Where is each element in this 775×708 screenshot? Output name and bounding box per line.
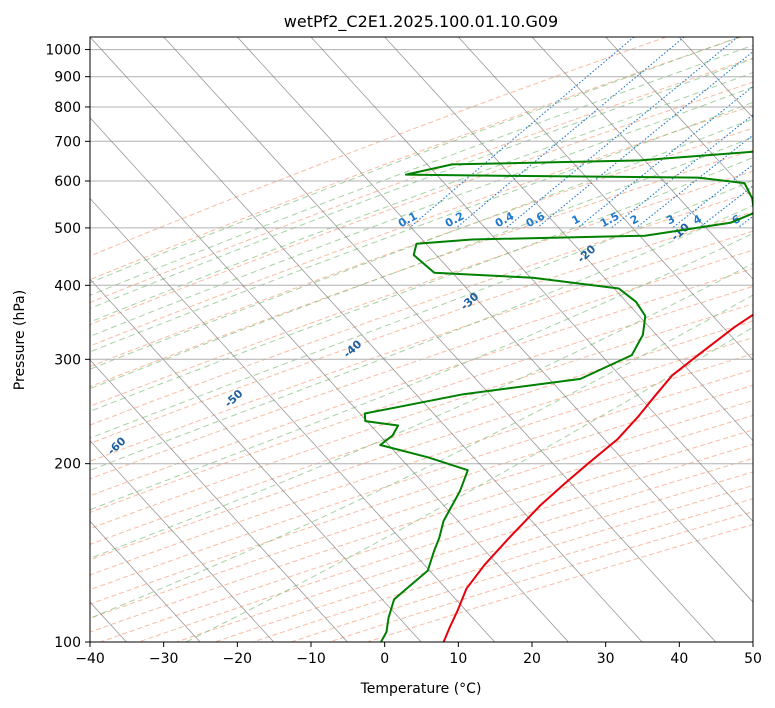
- y-tick-label: 800: [54, 100, 81, 116]
- dewpoint-profile: [363, 150, 753, 642]
- moist-adiabat-line: [90, 71, 753, 323]
- y-tick-label: 400: [54, 278, 81, 294]
- isotherm-line: [90, 117, 569, 642]
- temperature-profile: [442, 313, 753, 642]
- moist-adiabat-line: [90, 204, 753, 471]
- isotherm-line: [90, 197, 495, 642]
- x-tick-label: 10: [449, 651, 467, 667]
- dry-adiabat-line: [100, 429, 753, 642]
- isotherm-line: [384, 37, 753, 442]
- x-tick-label: −30: [149, 651, 179, 667]
- x-tick-label: 30: [597, 651, 615, 667]
- plot-frame: [89, 36, 754, 643]
- dry-adiabat-line: [90, 267, 753, 497]
- x-tick-label: 40: [670, 651, 688, 667]
- isotherm-line: [90, 278, 422, 642]
- x-tick-label: −10: [296, 651, 326, 667]
- x-tick-label: 50: [744, 651, 762, 667]
- isotherm-line: [90, 37, 643, 642]
- y-tick-label: 1000: [45, 43, 81, 59]
- isotherm-line: [605, 37, 753, 200]
- moist-adiabat-line: [90, 37, 740, 284]
- y-axis-label: Pressure (hPa): [12, 290, 28, 390]
- skewed-isotherms: [90, 37, 753, 642]
- dry-adiabat-line: [90, 149, 753, 388]
- y-tick-label: 300: [54, 352, 81, 368]
- isotherm-line: [458, 37, 753, 361]
- dry-adiabat-line: [90, 191, 753, 426]
- mixing-ratio-line: [505, 37, 739, 229]
- profiles: [363, 150, 753, 642]
- mixing-ratio-line: [577, 85, 753, 229]
- dry-adiabat-line: [90, 400, 753, 619]
- dry-adiabat-line: [90, 230, 753, 462]
- plot-area: 0.10.20.40.611.52346810131620253036-100-…: [90, 37, 753, 642]
- moist-adiabat-line: [90, 44, 753, 296]
- dry-adiabats: [90, 37, 753, 642]
- isotherm-line: [90, 520, 201, 642]
- moist-adiabat-line: [90, 58, 753, 309]
- x-tick-label: −20: [223, 651, 253, 667]
- dry-adiabat-line: [90, 384, 753, 605]
- x-tick-label: 20: [523, 651, 541, 667]
- moist-adiabat-line: [90, 179, 753, 439]
- isotherm-line: [90, 359, 348, 642]
- mixing-ratio-line: [635, 134, 753, 229]
- mixing-ratio-line: [409, 37, 635, 229]
- y-tick-label: 700: [54, 134, 81, 150]
- isotherm-line: [90, 440, 274, 642]
- y-tick-label: 200: [54, 457, 81, 473]
- x-axis-label: Temperature (°C): [360, 681, 482, 697]
- moist-adiabat-line: [90, 86, 753, 337]
- isotherm-line: [237, 37, 753, 603]
- dry-adiabat-line: [367, 523, 753, 642]
- chart-title: wetPf2_C2E1.2025.100.01.10.G09: [284, 12, 558, 32]
- isotherm-line: [310, 37, 753, 522]
- y-tick-label: 600: [54, 174, 81, 190]
- axis-ticks: −40 −30 −20 −10 0 10 20 30 40 50 100 200 300 400 500 60…: [45, 43, 762, 667]
- dry-adiabat-line: [328, 511, 753, 642]
- y-tick-label: 100: [54, 635, 81, 651]
- x-tick-label: −40: [75, 651, 105, 667]
- dry-adiabat-line: [90, 249, 753, 480]
- dry-adiabat-line: [90, 369, 753, 591]
- mixing-ratio-line: [536, 50, 753, 229]
- isotherm-line: [531, 37, 753, 280]
- isotherm-line: [163, 37, 716, 642]
- mixing-ratio-lines: [409, 37, 753, 229]
- moist-adiabat-line: [90, 118, 753, 370]
- x-tick-label: 0: [380, 651, 389, 667]
- y-tick-label: 500: [54, 221, 81, 237]
- y-tick-label: 900: [54, 70, 81, 86]
- dry-adiabat-line: [290, 498, 753, 642]
- dry-adiabat-line: [90, 320, 753, 545]
- dry-adiabat-line: [90, 285, 753, 513]
- dry-adiabat-line: [90, 104, 753, 347]
- pressure-gridlines: [90, 49, 753, 642]
- dry-adiabat-line: [90, 414, 753, 633]
